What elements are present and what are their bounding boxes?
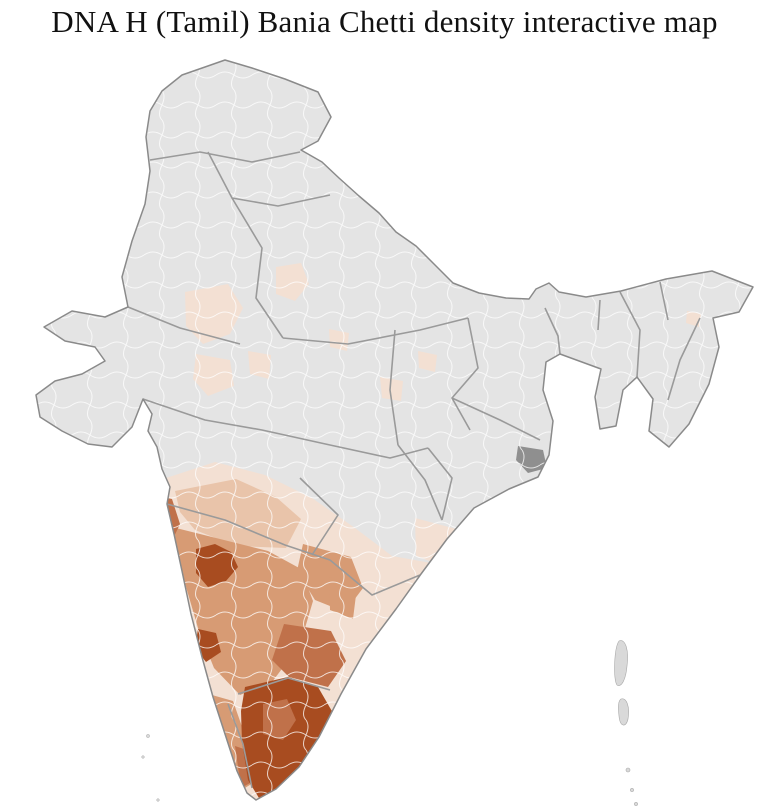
region-andaman-nicobar-islands[interactable]: [614, 640, 638, 806]
state-borders: [127, 151, 701, 789]
region-lakshadweep-islands[interactable]: [141, 734, 160, 802]
page-title: DNA H (Tamil) Bania Chetti density inter…: [51, 4, 718, 39]
